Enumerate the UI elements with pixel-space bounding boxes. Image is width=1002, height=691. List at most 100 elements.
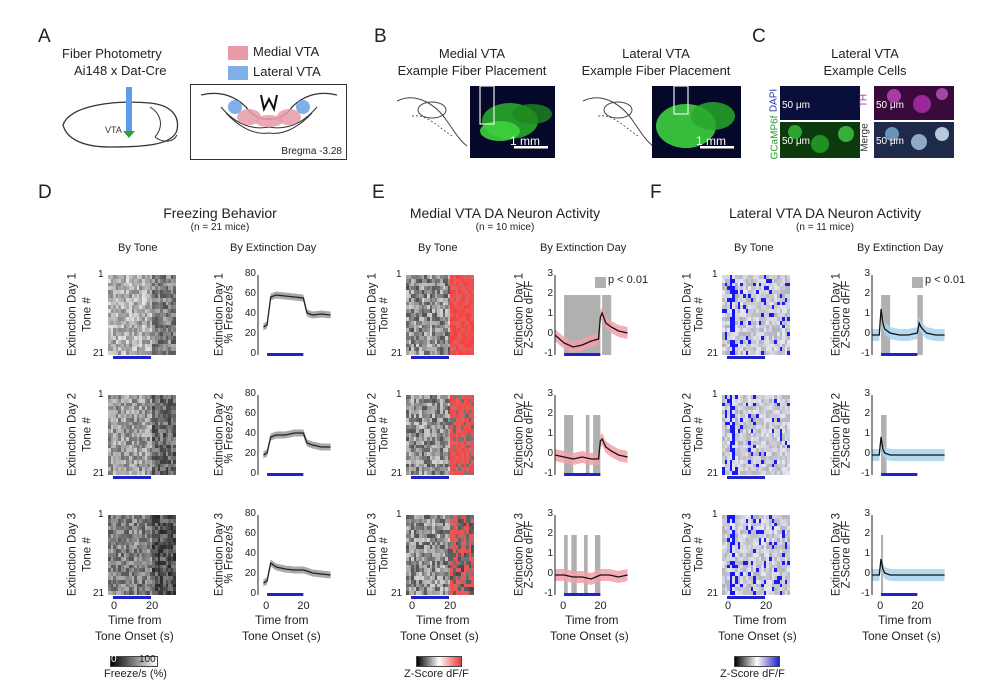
heatmap-cell	[458, 313, 462, 318]
heatmap-cell	[756, 305, 760, 310]
heatmap-cell	[152, 575, 156, 581]
heatmap-cell	[761, 452, 765, 457]
heatmap-cell	[776, 406, 781, 411]
heatmap-cell	[748, 406, 752, 411]
heatmap-cell	[447, 339, 452, 345]
heatmap-cell	[745, 402, 749, 408]
heatmap-cell	[131, 328, 135, 333]
heatmap-cell	[748, 421, 752, 427]
heatmap-cell	[460, 545, 465, 550]
heatmap-cell	[434, 433, 438, 438]
heatmap-cell	[128, 328, 133, 333]
heatmap-cell	[110, 553, 114, 558]
heatmap-cell	[722, 455, 726, 461]
heatmap-cell	[463, 591, 467, 595]
heatmap-cell	[424, 534, 428, 539]
heatmap-cell	[737, 436, 741, 442]
heatmap-cell	[445, 579, 449, 585]
heatmap-cell	[455, 282, 459, 288]
heatmap-cell	[724, 286, 728, 291]
heatmap-cell	[727, 286, 731, 291]
heatmap-cell	[771, 335, 775, 341]
heatmap-cell	[131, 515, 135, 520]
heatmap-cell	[157, 526, 161, 531]
heatmap-cell	[724, 545, 728, 550]
heatmap-cell	[740, 537, 744, 543]
heatmap-cell	[787, 515, 790, 520]
heatmap-cell	[784, 305, 788, 310]
heatmap-cell	[737, 549, 741, 554]
heatmap-cell	[408, 305, 412, 310]
heatmap-cell	[406, 290, 410, 295]
heatmap-cell	[776, 518, 781, 524]
heatmap-cell	[776, 417, 781, 423]
heatmap-cell	[787, 568, 790, 573]
heatmap-cell	[411, 541, 415, 547]
heatmap-cell	[434, 290, 438, 295]
sig-legend-label: p < 0.01	[608, 274, 649, 286]
e-row1-heat-ylabel: Tone #	[378, 297, 391, 332]
heatmap-cell	[421, 560, 425, 566]
heatmap-cell	[771, 294, 775, 299]
heatmap-cell	[421, 417, 425, 423]
heatmap-cell	[136, 294, 140, 299]
heatmap-cell	[110, 294, 114, 299]
heatmap-cell	[447, 534, 452, 539]
heatmap-cell	[722, 286, 726, 291]
heatmap-cell	[126, 587, 130, 592]
heatmap-cell	[455, 534, 459, 539]
heatmap-cell	[442, 398, 446, 404]
heatmap-cell	[453, 433, 457, 438]
heatmap-cell	[434, 436, 438, 442]
heatmap-cell	[771, 429, 775, 434]
heatmap-cell	[740, 275, 744, 280]
heatmap-cell	[761, 309, 765, 314]
heatmap-cell	[162, 537, 167, 543]
heatmap-cell	[406, 534, 410, 539]
heatmap-cell	[724, 467, 728, 472]
heatmap-cell	[168, 537, 172, 543]
heatmap-cell	[742, 429, 747, 434]
heatmap-cell	[729, 556, 734, 562]
heatmap-cell	[769, 309, 773, 314]
y-tick-label: 60	[244, 408, 256, 419]
heatmap-cell	[126, 564, 130, 569]
heatmap-cell	[769, 455, 773, 461]
heatmap-cell	[763, 568, 768, 573]
heatmap-cell	[761, 282, 765, 288]
heatmap-cell	[732, 436, 736, 442]
e-row3-heat-ylabel: Tone #	[378, 537, 391, 572]
heatmap-cell	[774, 297, 778, 303]
heatmap-cell	[408, 553, 412, 558]
heatmap-cell	[108, 294, 112, 299]
heatmap-cell	[784, 309, 788, 314]
heatmap-cell	[432, 455, 436, 461]
heatmap-cell	[165, 320, 169, 326]
heatmap-cell	[724, 335, 728, 341]
legend-label-medial: Medial VTA	[253, 44, 320, 59]
heatmap-cell	[466, 467, 470, 472]
heatmap-cell	[170, 518, 174, 524]
heatmap-cell	[173, 414, 176, 419]
heatmap-cell	[737, 452, 741, 457]
heatmap-cell	[442, 301, 446, 307]
heatmap-cell	[121, 290, 125, 295]
heatmap-cell	[779, 560, 783, 566]
heatmap-cell	[416, 459, 420, 465]
heatmap-cell	[729, 335, 734, 341]
heatmap-cell	[440, 455, 444, 461]
heatmap-cell	[753, 518, 757, 524]
heatmap-cell	[411, 332, 415, 337]
heatmap-cell	[170, 549, 174, 554]
heatmap-cell	[753, 515, 757, 520]
heatmap-cell	[784, 553, 788, 558]
heatmap-cell	[458, 425, 462, 430]
heatmap-cell	[447, 351, 452, 355]
heatmap-cell	[160, 425, 164, 430]
heatmap-cell	[110, 537, 114, 543]
heatmap-cell	[413, 467, 418, 472]
heatmap-cell	[774, 549, 778, 554]
heatmap-cell	[170, 328, 174, 333]
heatmap-cell	[766, 444, 770, 449]
heatmap-cell	[769, 526, 773, 531]
